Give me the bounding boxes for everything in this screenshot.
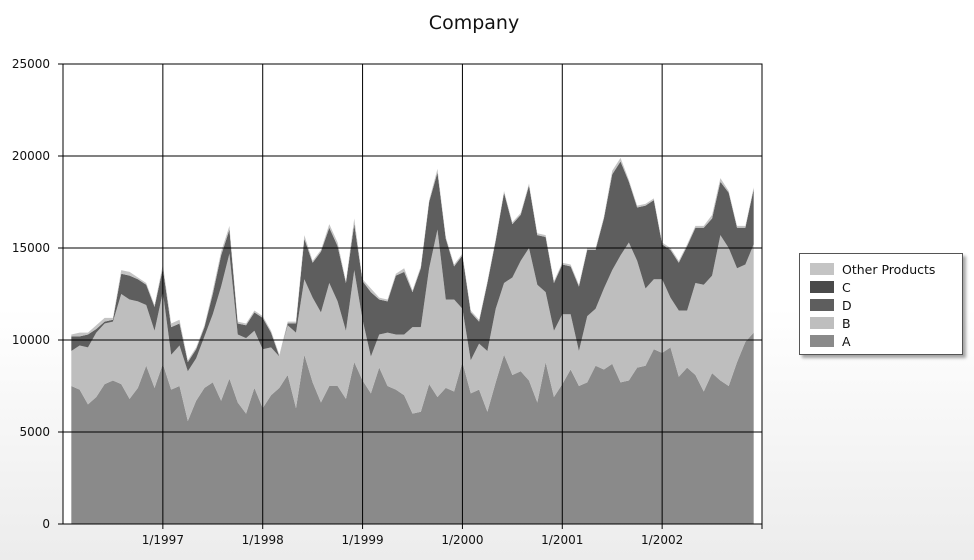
y-tick-label: 5000 <box>19 425 50 439</box>
legend-label: B <box>842 315 851 331</box>
x-tick-label: 1/1998 <box>242 533 284 547</box>
y-tick-label: 0 <box>42 517 50 531</box>
x-tick-label: 1/2001 <box>541 533 583 547</box>
legend-swatch <box>810 317 834 329</box>
legend-item: C <box>810 278 962 296</box>
chart-title: Company <box>428 12 520 34</box>
legend-item: Other Products <box>810 260 962 278</box>
legend-swatch <box>810 299 834 311</box>
series-area-b <box>71 229 754 421</box>
legend-swatch <box>810 263 834 275</box>
y-tick-label: 25000 <box>12 57 50 71</box>
legend-item: A <box>810 332 962 350</box>
x-tick-label: 1/2002 <box>641 533 683 547</box>
legend-swatch <box>810 281 834 293</box>
y-tick-label: 15000 <box>12 241 50 255</box>
x-tick-label: 1/1999 <box>341 533 383 547</box>
y-tick-label: 20000 <box>12 149 50 163</box>
legend-label: D <box>842 297 852 313</box>
legend-label: A <box>842 333 851 349</box>
series-area-d <box>71 161 754 372</box>
legend-label: C <box>842 279 851 295</box>
chart-legend: Other Products C D B A <box>799 253 963 355</box>
legend-item: B <box>810 314 962 332</box>
legend-label: Other Products <box>842 261 936 277</box>
x-tick-label: 1/2000 <box>441 533 483 547</box>
legend-item: D <box>810 296 962 314</box>
y-tick-label: 10000 <box>12 333 50 347</box>
plot-frame <box>62 63 763 525</box>
legend-swatch <box>810 335 834 347</box>
x-tick-label: 1/1997 <box>142 533 184 547</box>
series-area-a <box>71 332 754 524</box>
